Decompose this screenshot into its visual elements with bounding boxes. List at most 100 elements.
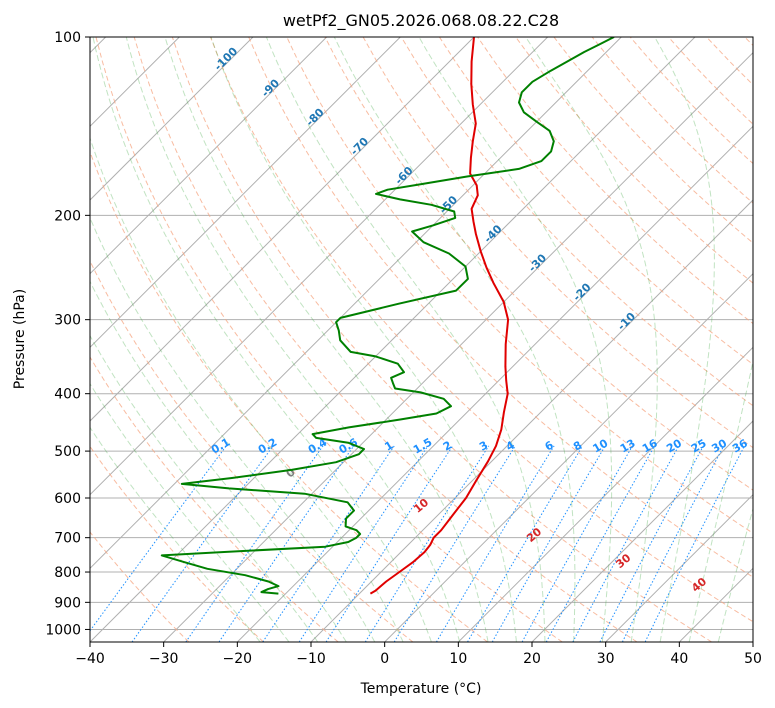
y-tick-label: 600 (54, 491, 81, 507)
mixing-ratio-line (393, 445, 516, 642)
mixing-ratio-line (467, 445, 584, 642)
dry-adiabat (133, 37, 638, 642)
moist-adiabat (125, 37, 461, 642)
dry-adiabat (90, 150, 488, 642)
x-tick-label: −40 (75, 651, 105, 667)
dry-adiabat (438, 37, 753, 366)
mixing-ratio-label: 30 (709, 436, 729, 455)
moist-adiabat-label: 0 (284, 465, 298, 480)
moist-adiabat (90, 216, 376, 642)
isotherm-gridline (90, 37, 475, 422)
y-tick-label: 300 (54, 313, 81, 329)
x-tick-label: 10 (449, 651, 467, 667)
moist-adiabat (418, 37, 613, 642)
dry-adiabat (515, 37, 753, 284)
profile-series (160, 37, 615, 595)
isotherm-gridline (163, 51, 753, 642)
dry-adiabat (477, 37, 753, 325)
chart-title: wetPf2_GN05.2026.068.08.22.C28 (283, 11, 559, 31)
x-tick-label: 30 (597, 651, 615, 667)
y-tick-label: 900 (54, 595, 81, 611)
dry-adiabat (400, 37, 753, 407)
isotherm-gridline (531, 420, 753, 642)
y-tick-label: 1000 (45, 622, 81, 638)
isotherm-gridline (90, 37, 696, 642)
x-tick-label: −30 (149, 651, 179, 667)
moist-adiabat-label: 10 (411, 496, 431, 516)
mixing-ratio-line (545, 445, 656, 642)
moist-adiabat (92, 37, 432, 642)
mixing-ratio-line (185, 445, 324, 642)
moist-adiabat (265, 37, 546, 642)
moist-adiabat (688, 358, 753, 642)
isotherm-label: -80 (303, 105, 326, 128)
dry-adiabat (210, 37, 753, 623)
moist-adiabat (210, 37, 517, 642)
y-tick-label: 400 (54, 387, 81, 403)
moist-adiabat (90, 136, 404, 642)
y-tick-label: 700 (54, 531, 81, 547)
mixing-ratio-label: 16 (640, 436, 660, 455)
y-tick-label: 500 (54, 444, 81, 460)
mixing-ratio-label: 25 (689, 437, 709, 456)
moist-adiabat-label: 40 (689, 575, 709, 595)
dry-adiabat (668, 37, 753, 125)
reference-line-labels: 0.1 0.2 0.4 0.6 1 1.5 2 3 4 6 8 10 13 16 20 25 30 36-100-… (209, 44, 750, 594)
dry-adiabat (171, 37, 712, 642)
x-tick-label: 50 (744, 651, 762, 667)
moist-adiabat (164, 37, 489, 642)
mixing-ratio-label: 0.2 (256, 436, 279, 457)
y-axis-label: Pressure (hPa) (12, 289, 28, 389)
moist-adiabat (90, 280, 347, 642)
dry-adiabat (706, 37, 753, 86)
isotherm-gridline (605, 493, 753, 642)
isotherm-gridline (752, 641, 753, 642)
mixing-ratio-label: 13 (618, 437, 638, 456)
y-tick-label: 200 (54, 208, 81, 224)
dry-adiabat (90, 259, 414, 642)
axis-ticks: −40 −30 −20 −10 0 10 20 30 40 5010009008007006005… (45, 30, 762, 667)
dry-adiabat (90, 445, 264, 642)
isotherm-gridline (90, 37, 622, 570)
isotherm-gridline (384, 272, 753, 642)
mixing-ratio-label: 1.5 (411, 436, 434, 457)
y-tick-label: 100 (54, 30, 81, 46)
mixing-ratio-line (325, 445, 454, 642)
moist-adiabat-label: 30 (613, 551, 633, 571)
moist-adiabat (90, 334, 319, 642)
moist-adiabat (90, 382, 290, 642)
isotherm-gridline (457, 346, 753, 642)
isotherm-label: -50 (437, 193, 460, 216)
isotherm-gridline (310, 199, 753, 642)
x-axis-label: Temperature (°C) (360, 681, 482, 697)
isotherm-gridline (90, 37, 254, 201)
x-tick-label: 0 (380, 651, 389, 667)
isotherm-label: -60 (392, 164, 415, 187)
moist-adiabat-label: 20 (524, 525, 544, 545)
dry-adiabat (744, 37, 753, 47)
mixing-ratio-line (131, 445, 274, 642)
mixing-ratio-label: 10 (591, 436, 611, 455)
mixing-ratio-label: 36 (730, 436, 750, 455)
reference-lines (90, 37, 753, 642)
x-tick-label: −20 (223, 651, 253, 667)
moist-adiabat (525, 37, 658, 642)
x-tick-label: 40 (670, 651, 688, 667)
isotherm-gridline (90, 37, 549, 496)
mixing-ratio-line (599, 445, 704, 642)
mixing-ratio-line (435, 445, 555, 642)
isotherm-gridline (90, 37, 401, 349)
isotherm-label: -90 (259, 76, 282, 99)
isotherm-label: -10 (615, 310, 638, 333)
isotherm-label: -100 (212, 44, 241, 73)
mixing-ratio-line (644, 445, 746, 642)
moist-adiabat (90, 426, 261, 642)
x-tick-label: −10 (296, 651, 326, 667)
isotherm-label: -30 (526, 251, 549, 274)
isotherm-gridline (90, 37, 328, 275)
dry-adiabat (90, 531, 190, 642)
dry-adiabat (90, 356, 339, 642)
mixing-ratio-line (521, 445, 633, 642)
dry-adiabat (324, 37, 753, 491)
